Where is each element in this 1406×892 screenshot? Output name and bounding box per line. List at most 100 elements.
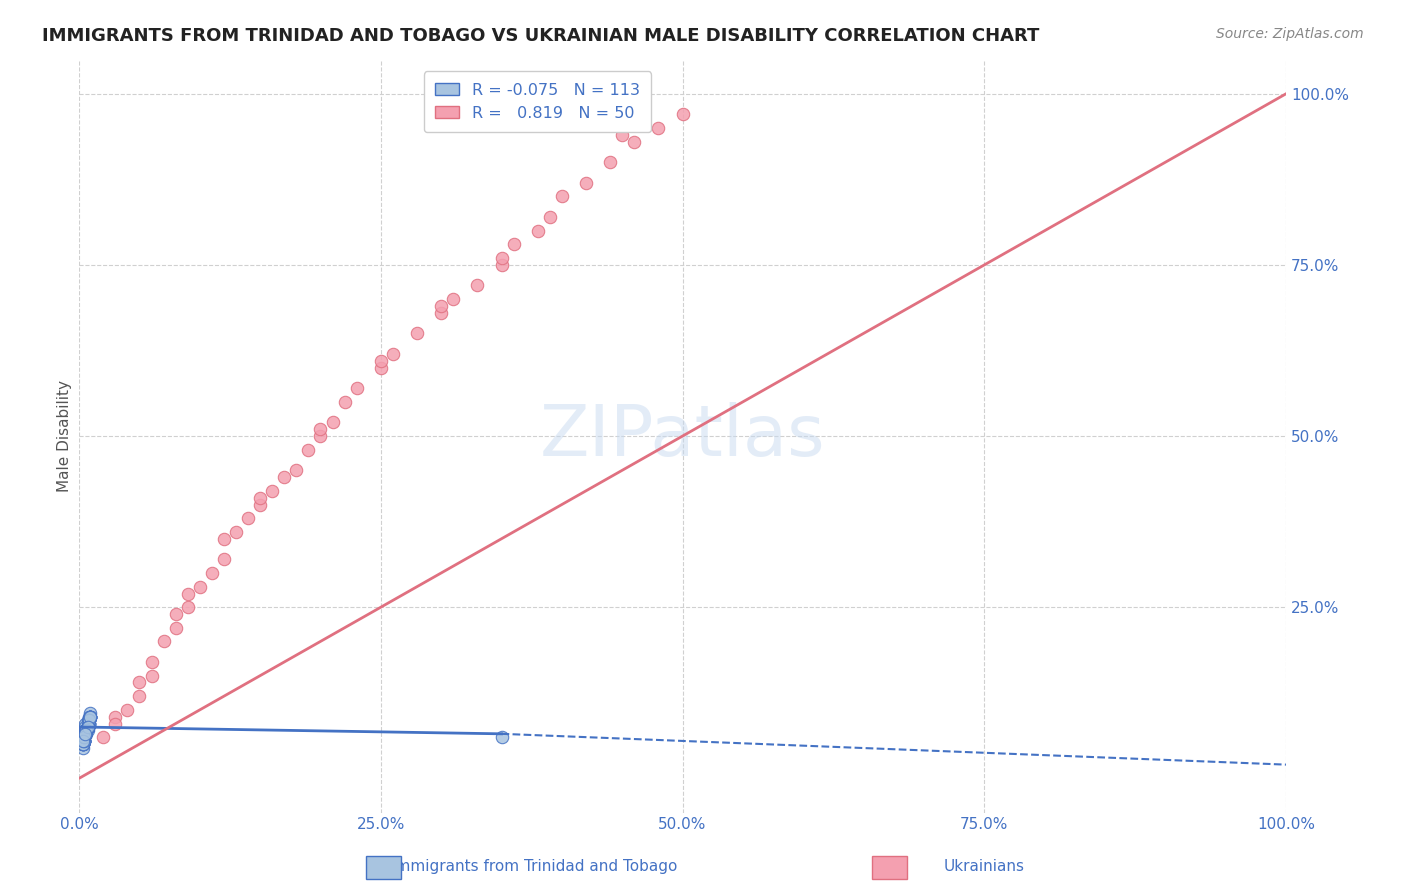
- Point: [76, 720, 98, 734]
- Point: [73, 731, 96, 745]
- Point: [441, 292, 464, 306]
- Point: [671, 107, 693, 121]
- Point: [77, 709, 100, 723]
- Point: [73, 733, 96, 747]
- Point: [297, 442, 319, 457]
- Point: [79, 709, 101, 723]
- Point: [309, 422, 332, 436]
- Point: [165, 607, 187, 621]
- Point: [75, 727, 97, 741]
- Legend: R = -0.075   N = 113, R =   0.819   N = 50: R = -0.075 N = 113, R = 0.819 N = 50: [425, 71, 651, 132]
- Point: [76, 720, 98, 734]
- Point: [79, 706, 101, 721]
- Point: [72, 733, 94, 747]
- Point: [76, 720, 98, 734]
- Point: [76, 720, 98, 734]
- Point: [285, 463, 308, 477]
- Point: [77, 713, 100, 727]
- Point: [322, 416, 344, 430]
- Point: [73, 733, 96, 747]
- Text: ZIPatlas: ZIPatlas: [540, 401, 825, 471]
- Point: [599, 155, 621, 169]
- Point: [76, 723, 98, 738]
- Point: [75, 716, 97, 731]
- Point: [76, 720, 98, 734]
- Point: [75, 723, 97, 738]
- Point: [75, 723, 97, 738]
- Point: [75, 727, 97, 741]
- Point: [76, 720, 98, 734]
- Point: [77, 713, 100, 727]
- Point: [76, 720, 98, 734]
- Point: [333, 394, 356, 409]
- Point: [75, 727, 97, 741]
- Point: [128, 675, 150, 690]
- Point: [76, 720, 98, 734]
- Point: [91, 731, 114, 745]
- Point: [75, 723, 97, 738]
- Point: [75, 723, 97, 738]
- Point: [406, 326, 429, 341]
- Point: [73, 733, 96, 747]
- Point: [75, 727, 97, 741]
- Point: [72, 737, 94, 751]
- Point: [647, 121, 669, 136]
- Point: [309, 429, 332, 443]
- Point: [430, 306, 453, 320]
- Point: [117, 703, 139, 717]
- Point: [491, 258, 513, 272]
- Point: [75, 727, 97, 741]
- Point: [623, 135, 645, 149]
- Point: [75, 723, 97, 738]
- Point: [75, 727, 97, 741]
- Point: [75, 727, 97, 741]
- Point: [77, 716, 100, 731]
- Point: [75, 723, 97, 738]
- Point: [370, 353, 392, 368]
- Point: [75, 723, 97, 738]
- Point: [75, 727, 97, 741]
- Point: [73, 731, 96, 745]
- Point: [73, 733, 96, 747]
- Point: [79, 709, 101, 723]
- Point: [491, 731, 513, 745]
- Point: [72, 737, 94, 751]
- Point: [75, 723, 97, 738]
- Point: [76, 720, 98, 734]
- Point: [73, 733, 96, 747]
- Point: [177, 600, 200, 615]
- Point: [75, 723, 97, 738]
- Point: [141, 655, 163, 669]
- Point: [73, 731, 96, 745]
- Point: [79, 709, 101, 723]
- Text: Immigrants from Trinidad and Tobago: Immigrants from Trinidad and Tobago: [391, 859, 678, 874]
- Point: [75, 727, 97, 741]
- Point: [76, 720, 98, 734]
- Point: [104, 716, 127, 731]
- Point: [75, 723, 97, 738]
- Point: [152, 634, 174, 648]
- Y-axis label: Male Disability: Male Disability: [58, 380, 72, 492]
- Point: [575, 176, 598, 190]
- Point: [76, 720, 98, 734]
- Point: [225, 524, 247, 539]
- Point: [75, 723, 97, 738]
- Point: [75, 727, 97, 741]
- Point: [249, 491, 271, 505]
- Point: [79, 709, 101, 723]
- Text: IMMIGRANTS FROM TRINIDAD AND TOBAGO VS UKRAINIAN MALE DISABILITY CORRELATION CHA: IMMIGRANTS FROM TRINIDAD AND TOBAGO VS U…: [42, 27, 1039, 45]
- Text: Ukrainians: Ukrainians: [943, 859, 1025, 874]
- Point: [75, 727, 97, 741]
- Point: [75, 727, 97, 741]
- Point: [75, 727, 97, 741]
- Point: [467, 278, 489, 293]
- Point: [77, 716, 100, 731]
- Point: [370, 360, 392, 375]
- Point: [72, 733, 94, 747]
- Point: [77, 713, 100, 727]
- Point: [73, 731, 96, 745]
- Point: [430, 299, 453, 313]
- Point: [75, 723, 97, 738]
- Point: [75, 727, 97, 741]
- Point: [75, 723, 97, 738]
